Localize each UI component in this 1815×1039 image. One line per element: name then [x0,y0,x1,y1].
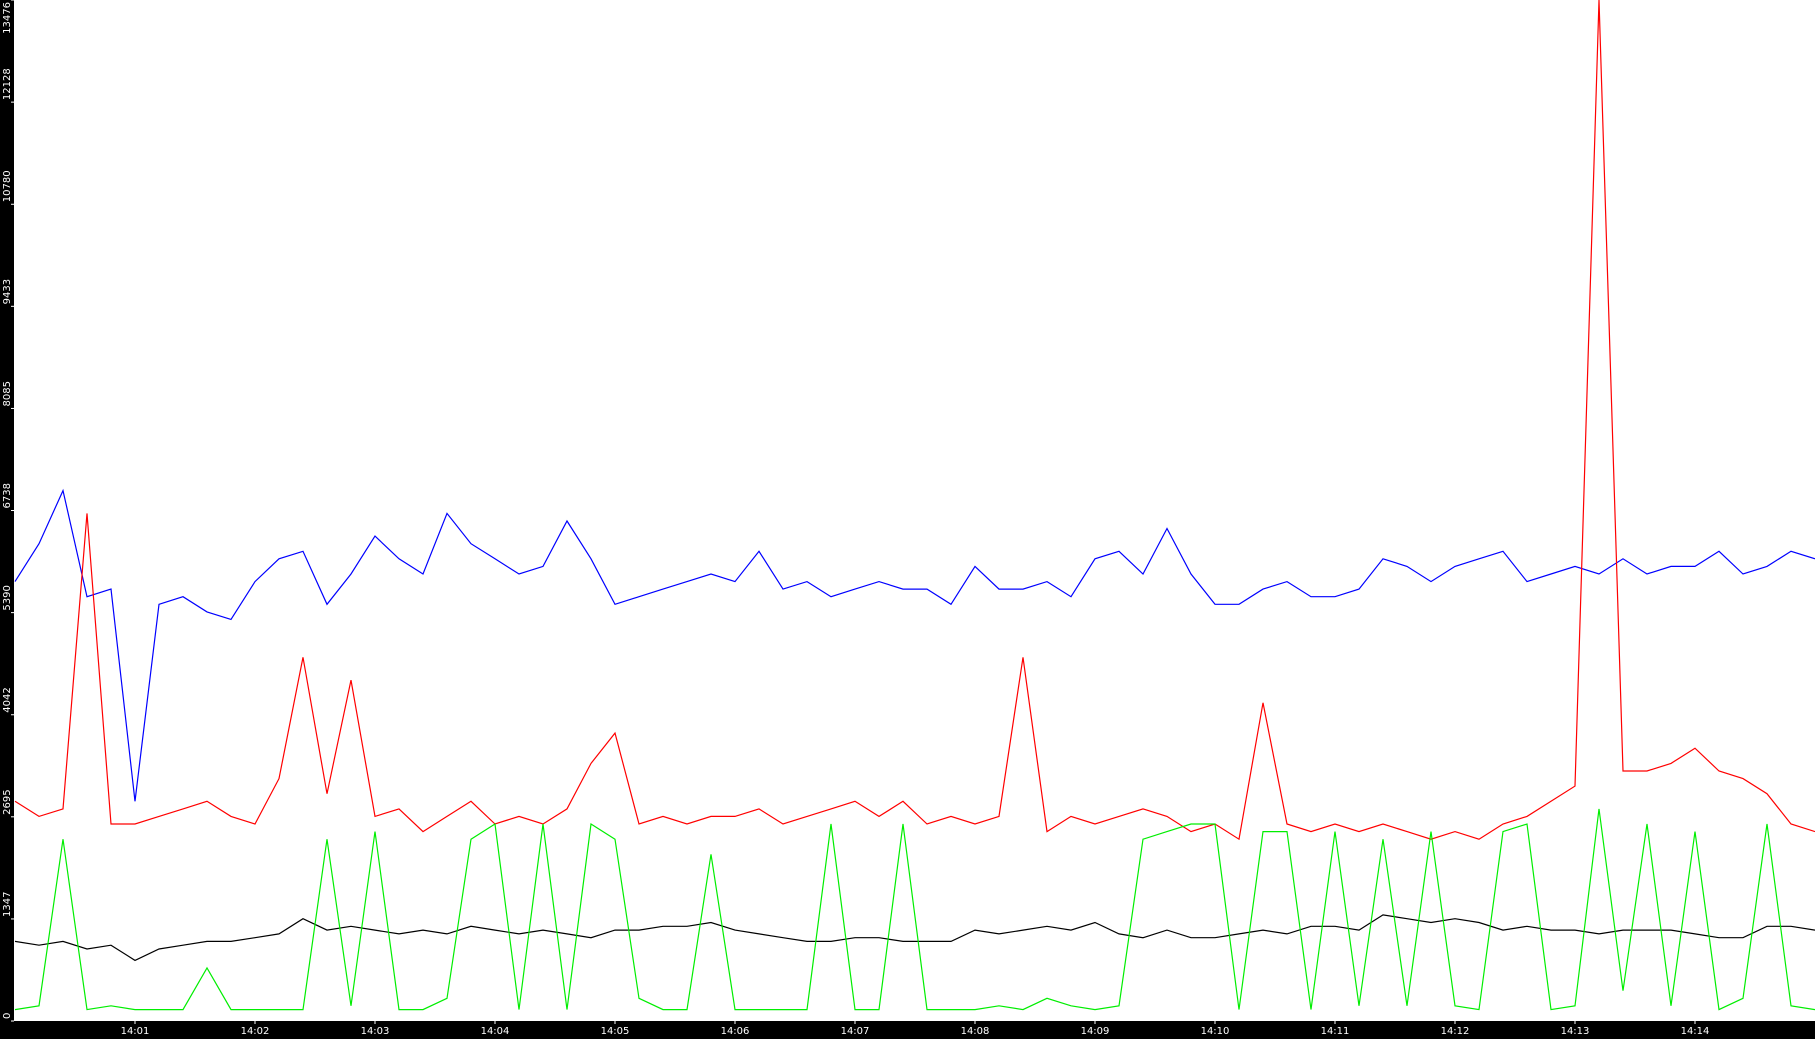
y-tick-label: 12128 [2,68,13,100]
x-tick-label: 14:07 [841,1026,870,1037]
series-line [14,808,1815,1011]
y-tick-label: 2695 [2,789,13,814]
y-tick-label: 5390 [2,585,13,610]
y-tick-label: 10780 [2,170,13,202]
x-axis-bar [0,1021,1815,1039]
x-tick-label: 14:14 [1681,1026,1710,1037]
x-tick-label: 14:01 [121,1026,150,1037]
y-tick-label: 9433 [2,279,13,304]
x-tick-label: 14:03 [361,1026,390,1037]
x-tick-label: 14:05 [601,1026,630,1037]
y-tick-label: 6738 [2,483,13,508]
x-tick-label: 14:13 [1561,1026,1590,1037]
y-tick-label: 8085 [2,381,13,406]
x-tick-label: 14:08 [961,1026,990,1037]
x-tick-label: 14:02 [241,1026,270,1037]
y-tick-label: 1347 [2,891,13,916]
x-tick-label: 14:11 [1321,1026,1350,1037]
x-tick-label: 14:12 [1441,1026,1470,1037]
series-line [14,488,1815,802]
y-tick-label: 0 [2,1013,13,1019]
series-line [14,0,1815,841]
x-tick-label: 14:10 [1201,1026,1230,1037]
x-tick-label: 14:06 [721,1026,750,1037]
y-tick-label: 13476 [2,2,13,34]
y-tick-label: 4042 [2,687,13,712]
y-axis-bar [0,0,14,1039]
x-tick-label: 14:04 [481,1026,510,1037]
x-tick-label: 14:09 [1081,1026,1110,1037]
